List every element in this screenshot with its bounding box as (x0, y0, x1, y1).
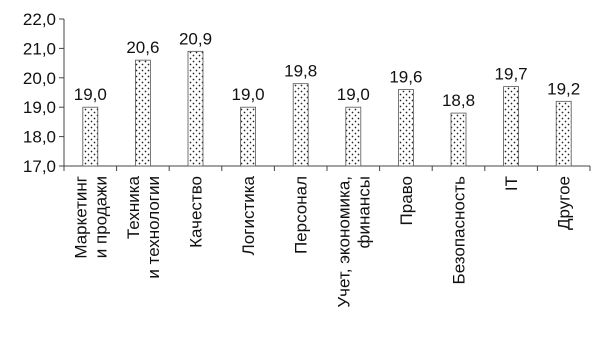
data-label: 19,7 (495, 65, 528, 84)
bar (345, 106, 362, 167)
category-label: Техника и технологии (124, 175, 163, 278)
category-label-line: Логистика (239, 175, 258, 255)
y-tick-label: 22,0 (23, 10, 56, 29)
category-label: Логистика (239, 175, 258, 255)
data-label: 20,6 (126, 38, 159, 57)
bar (397, 89, 414, 167)
category-label-line: Учет, экономика, (334, 176, 353, 308)
data-label: 19,2 (547, 79, 580, 98)
y-axis: 17,0 18,0 19,0 20,0 21,0 22,0 (23, 10, 65, 176)
category-label: Персонал (292, 176, 311, 254)
category-label-line: Персонал (292, 176, 311, 254)
category-label: Безопасность (450, 176, 469, 285)
bar (82, 106, 99, 167)
category-label: Другое (555, 176, 574, 230)
category-label-line: Безопасность (450, 176, 469, 285)
bar (187, 50, 204, 167)
category-label-line: и технологии (144, 176, 163, 279)
data-label: 19,0 (74, 85, 107, 104)
y-tick-label: 20,0 (23, 69, 56, 88)
y-tick-label: 18,0 (23, 128, 56, 147)
bar (503, 86, 520, 167)
bars (82, 50, 572, 167)
bar (240, 106, 257, 167)
category-label-line: финансы (354, 176, 373, 248)
bar (134, 59, 151, 167)
data-labels: 19,0 20,6 20,9 19,0 19,8 19,0 19,6 18,8 19,7 19,2 (74, 29, 580, 110)
category-label-line: Маркетинг (71, 176, 90, 259)
category-label-line: IT (502, 176, 521, 191)
y-tick-label: 21,0 (23, 39, 56, 58)
bar (555, 100, 572, 167)
y-tick-label: 17,0 (23, 157, 56, 176)
bar (450, 112, 467, 167)
category-label-line: Право (397, 176, 416, 225)
category-label: Право (397, 176, 416, 225)
data-label: 20,9 (179, 29, 212, 48)
category-label: IT (502, 176, 521, 191)
category-label-line: и продажи (91, 176, 110, 258)
data-label: 19,0 (232, 85, 265, 104)
category-label-line: Другое (555, 176, 574, 230)
category-labels: Маркетинг и продажи Техника и технологии Кач… (71, 175, 573, 307)
category-label: Маркетинг и продажи (71, 176, 110, 259)
x-axis (63, 165, 591, 171)
data-label: 18,8 (442, 91, 475, 110)
data-label: 19,8 (284, 62, 317, 81)
category-label: Учет, экономика, финансы (334, 176, 373, 308)
y-tick-label: 19,0 (23, 98, 56, 117)
category-label: Качество (187, 176, 206, 248)
category-label-line: Качество (187, 176, 206, 248)
data-label: 19,6 (389, 68, 422, 87)
data-label: 19,0 (337, 85, 370, 104)
category-label-line: Техника (124, 175, 143, 239)
bar (292, 83, 309, 167)
